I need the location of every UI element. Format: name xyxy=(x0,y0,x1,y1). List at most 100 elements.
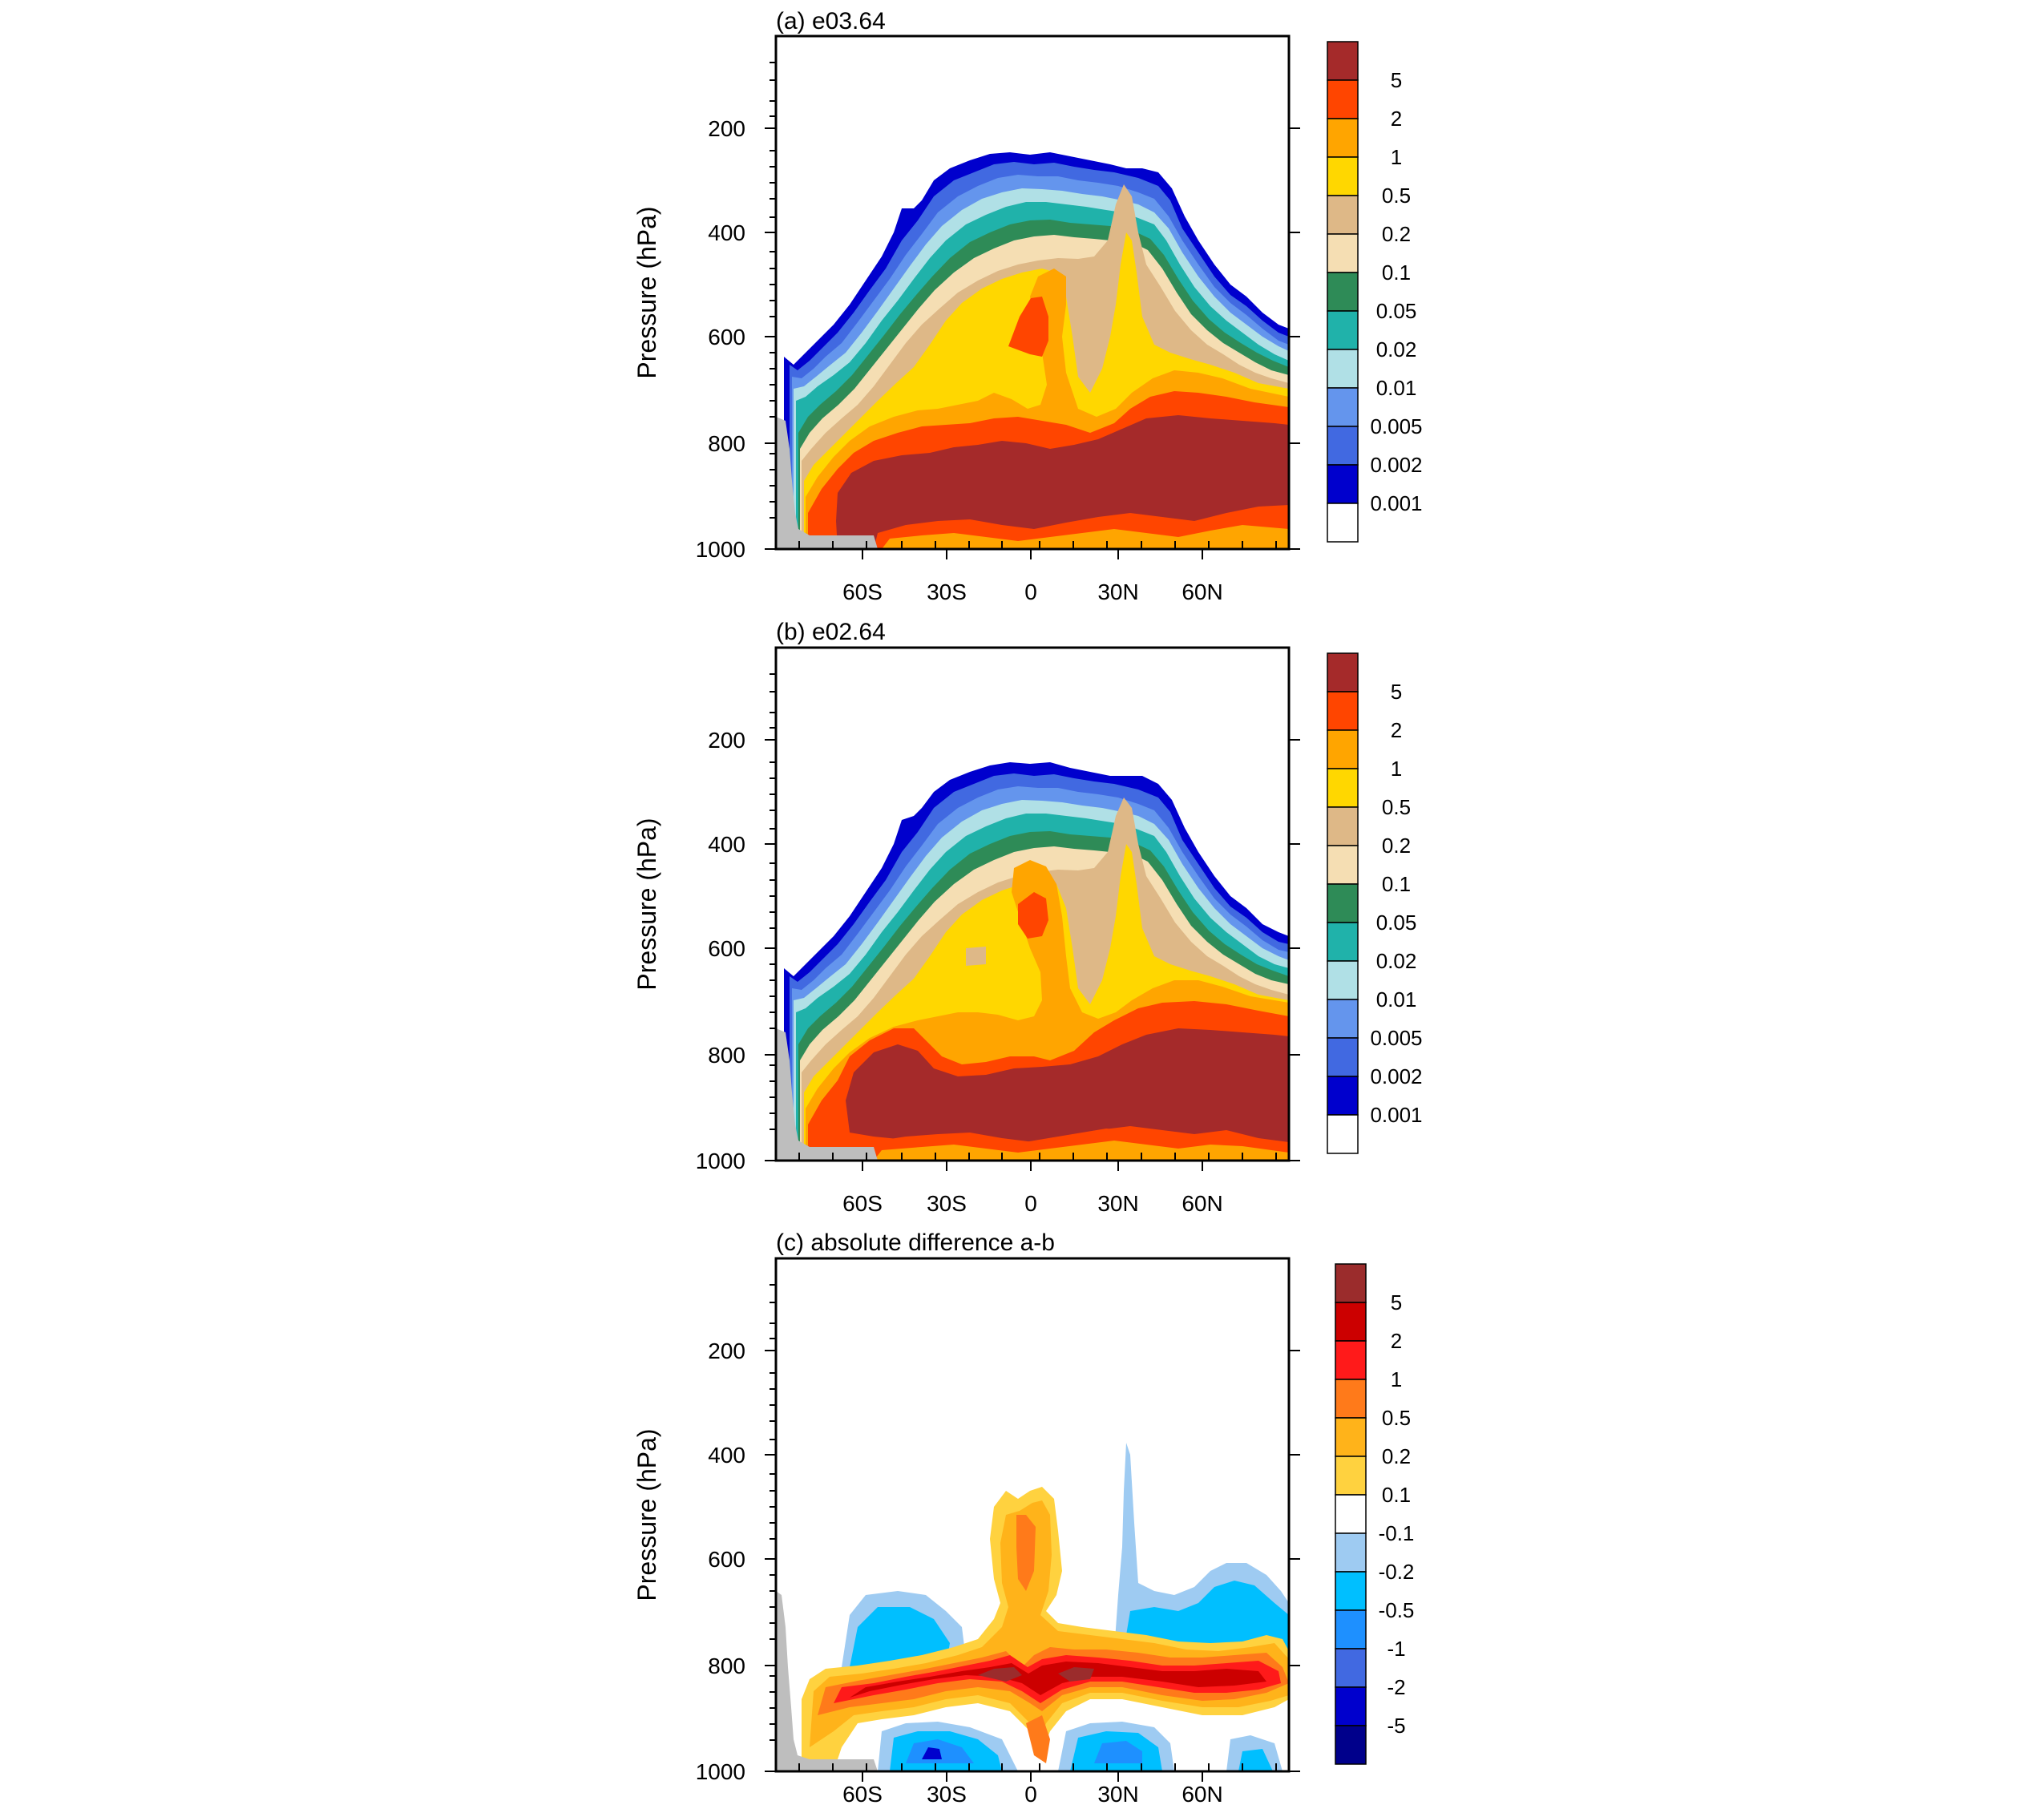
colorbar-boxes xyxy=(1327,652,1359,1154)
colorbar-label: -0.1 xyxy=(1379,1521,1415,1545)
ytick-label: 400 xyxy=(708,832,745,857)
y-minor-ticks xyxy=(770,62,776,519)
panel-a-colorbar: 5 2 1 0.5 0.2 0.1 0.05 0.02 0.01 0.005 0.002 0.001 xyxy=(1327,41,1423,543)
panel-b: (b) e02.64 xyxy=(632,619,1423,1216)
colorbar-labels: 5 2 1 0.5 0.2 0.1 0.05 0.02 0.01 0.005 0.002 0.001 xyxy=(1370,680,1422,1127)
colorbar-swatch xyxy=(1327,729,1359,769)
panel-c-xticks xyxy=(798,1763,1277,1782)
panel-a-title: (a) e03.64 xyxy=(776,8,886,34)
colorbar-swatch xyxy=(1327,1114,1359,1154)
colorbar-swatch xyxy=(1327,156,1359,196)
panel-b-xticks xyxy=(798,1153,1277,1171)
colorbar-swatch xyxy=(1327,768,1359,808)
xtick-label: 0 xyxy=(1024,1191,1037,1216)
colorbar-swatch xyxy=(1327,845,1359,885)
colorbar-label: 0.05 xyxy=(1376,911,1417,935)
panel-c-colorbar: 5 2 1 0.5 0.2 0.1 -0.1 -0.2 -0.5 -1 -2 -5 xyxy=(1335,1263,1415,1765)
colorbar-swatch xyxy=(1335,1494,1367,1534)
panel-c: (c) absolute difference a-b xyxy=(632,1230,1414,1805)
xtick-label: 0 xyxy=(1024,1782,1037,1805)
contour-band xyxy=(850,1607,950,1667)
panel-a: (a) e03.64 xyxy=(632,8,1423,604)
colorbar-label: 0.1 xyxy=(1382,260,1411,285)
colorbar-label: 0.002 xyxy=(1370,1064,1422,1088)
panel-b-title: (b) e02.64 xyxy=(776,619,886,645)
colorbar-label: 2 xyxy=(1391,718,1402,742)
ytick-label: 800 xyxy=(708,431,745,456)
contour-band xyxy=(1094,1741,1142,1763)
ytick-label: 1000 xyxy=(696,537,745,562)
panel-a-xtick-labels: 60S 30S 0 30N 60N xyxy=(842,579,1223,604)
colorbar-swatch xyxy=(1327,233,1359,273)
colorbar-swatch xyxy=(1327,999,1359,1039)
contour-band xyxy=(1238,1749,1273,1771)
panel-c-xtick-labels: 60S 30S 0 30N 60N xyxy=(842,1782,1223,1805)
xtick-label: 30S xyxy=(927,1191,967,1216)
panel-b-frame xyxy=(774,646,1291,1162)
xtick-label: 60N xyxy=(1182,1782,1222,1805)
panel-b-xtick-labels: 60S 30S 0 30N 60N xyxy=(842,1191,1223,1216)
ytick-label: 600 xyxy=(708,325,745,349)
colorbar-label: 0.2 xyxy=(1382,834,1411,858)
colorbar-swatch xyxy=(1335,1571,1367,1611)
y-minor-ticks xyxy=(770,1284,776,1741)
contour-band xyxy=(1018,892,1048,939)
y-minor-ticks xyxy=(770,673,776,1130)
x-minor-ticks xyxy=(798,541,1277,549)
colorbar-label: 0.01 xyxy=(1376,376,1417,400)
colorbar-swatch xyxy=(1327,118,1359,158)
colorbar-swatch xyxy=(1327,1037,1359,1077)
colorbar-swatch xyxy=(1327,883,1359,923)
colorbar-swatch xyxy=(1327,806,1359,846)
colorbar-swatch xyxy=(1327,272,1359,312)
colorbar-label: -2 xyxy=(1387,1675,1405,1699)
colorbar-labels: 5 2 1 0.5 0.2 0.1 -0.1 -0.2 -0.5 -1 -2 -5 xyxy=(1379,1290,1415,1738)
colorbar-label: -5 xyxy=(1387,1714,1405,1738)
y-major-ticks xyxy=(765,1350,776,1772)
panel-c-field xyxy=(776,1443,1289,1771)
colorbar-label: 0.2 xyxy=(1382,222,1411,246)
colorbar-label: 5 xyxy=(1391,68,1402,92)
xtick-label: 30N xyxy=(1097,579,1138,604)
colorbar-swatch xyxy=(1335,1417,1367,1457)
panel-c-frame xyxy=(774,1257,1291,1773)
colorbar-label: 2 xyxy=(1391,1329,1402,1353)
colorbar-label: -0.5 xyxy=(1379,1598,1415,1622)
colorbar-swatch xyxy=(1335,1648,1367,1688)
colorbar-boxes xyxy=(1327,41,1359,543)
colorbar-label: 5 xyxy=(1391,1290,1402,1314)
panel-b-contours xyxy=(784,762,1289,1161)
xtick-label: 0 xyxy=(1024,579,1037,604)
x-minor-ticks xyxy=(798,1763,1277,1771)
ytick-label: 200 xyxy=(708,728,745,753)
colorbar-swatch xyxy=(1335,1609,1367,1650)
colorbar-label: 0.001 xyxy=(1370,491,1422,515)
panel-a-bottom-bands xyxy=(874,505,1289,549)
colorbar-label: 0.005 xyxy=(1370,414,1422,438)
panel-a-topography xyxy=(776,417,878,549)
xtick-label: 60S xyxy=(842,579,883,604)
xtick-label: 30N xyxy=(1097,1782,1138,1805)
colorbar-swatch xyxy=(1327,195,1359,235)
colorbar-swatch xyxy=(1327,426,1359,466)
x-major-ticks xyxy=(862,549,1203,559)
panel-a-ylabel: Pressure (hPa) xyxy=(632,206,661,378)
x-major-ticks xyxy=(862,1161,1203,1171)
colorbar-label: 1 xyxy=(1391,757,1402,781)
colorbar-swatch xyxy=(1335,1379,1367,1419)
colorbar-swatch xyxy=(1327,691,1359,731)
colorbar-swatch xyxy=(1327,310,1359,350)
y-major-ticks xyxy=(765,127,776,550)
xtick-label: 60S xyxy=(842,1191,883,1216)
colorbar-swatch xyxy=(1327,464,1359,504)
colorbar-label: 0.002 xyxy=(1370,453,1422,477)
colorbar-swatch xyxy=(1327,41,1359,81)
x-minor-ticks xyxy=(798,1153,1277,1161)
panel-a-xticks xyxy=(798,541,1277,559)
colorbar-labels: 5 2 1 0.5 0.2 0.1 0.05 0.02 0.01 0.005 0.002 0.001 xyxy=(1370,68,1422,515)
colorbar-swatch xyxy=(1335,1340,1367,1380)
colorbar-label: 0.001 xyxy=(1370,1103,1422,1127)
x-major-ticks xyxy=(862,1771,1203,1782)
xtick-label: 30S xyxy=(927,579,967,604)
ytick-label: 800 xyxy=(708,1654,745,1678)
